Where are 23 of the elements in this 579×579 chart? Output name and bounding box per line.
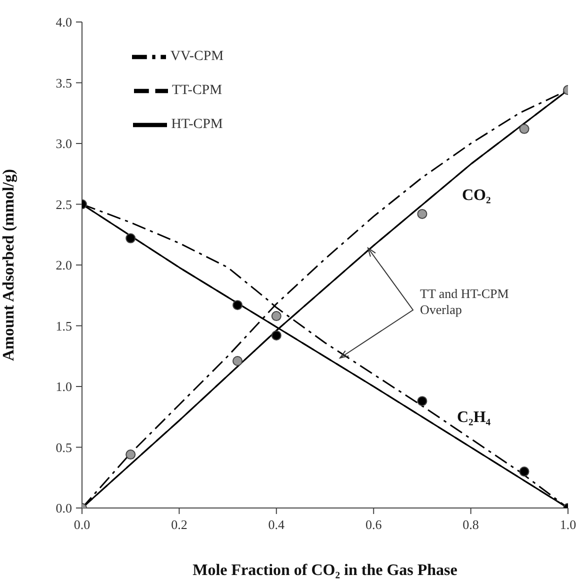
annotation: CO₂ — [462, 187, 491, 204]
x-axis-title: Mole Fraction of CO₂ in the Gas Phase — [192, 562, 458, 579]
y-tick-label: 1.5 — [56, 318, 72, 334]
legend-label: VV-CPM — [170, 49, 224, 64]
x-tick-label: 0.8 — [462, 517, 479, 532]
y-tick-label: 0.0 — [56, 500, 72, 516]
y-tick-label: 1.0 — [56, 379, 72, 394]
y-tick-label: 3.5 — [56, 75, 72, 90]
legend-label: HT-CPM — [171, 117, 223, 132]
y-tick-label: 4.0 — [56, 14, 72, 30]
y-axis-title: Amount Adsorbed (mmol/g) — [0, 168, 18, 362]
legend-label: TT-CPM — [172, 83, 222, 98]
y-tick-label: 2.5 — [56, 196, 72, 212]
annotation: C₂H₄ — [457, 409, 491, 426]
x-tick-label: 0.2 — [171, 517, 188, 532]
x-tick-label: 0.6 — [365, 517, 382, 532]
y-tick-label: 3.0 — [56, 136, 72, 152]
x-tick-label: 1.0 — [560, 517, 576, 532]
annotation: TT and HT-CPM Overlap — [420, 286, 510, 317]
y-tick-label: 0.5 — [56, 440, 72, 455]
x-tick-label: 0.0 — [74, 517, 90, 532]
y-tick-label: 2.0 — [56, 258, 72, 273]
x-tick-label: 0.4 — [268, 517, 286, 532]
